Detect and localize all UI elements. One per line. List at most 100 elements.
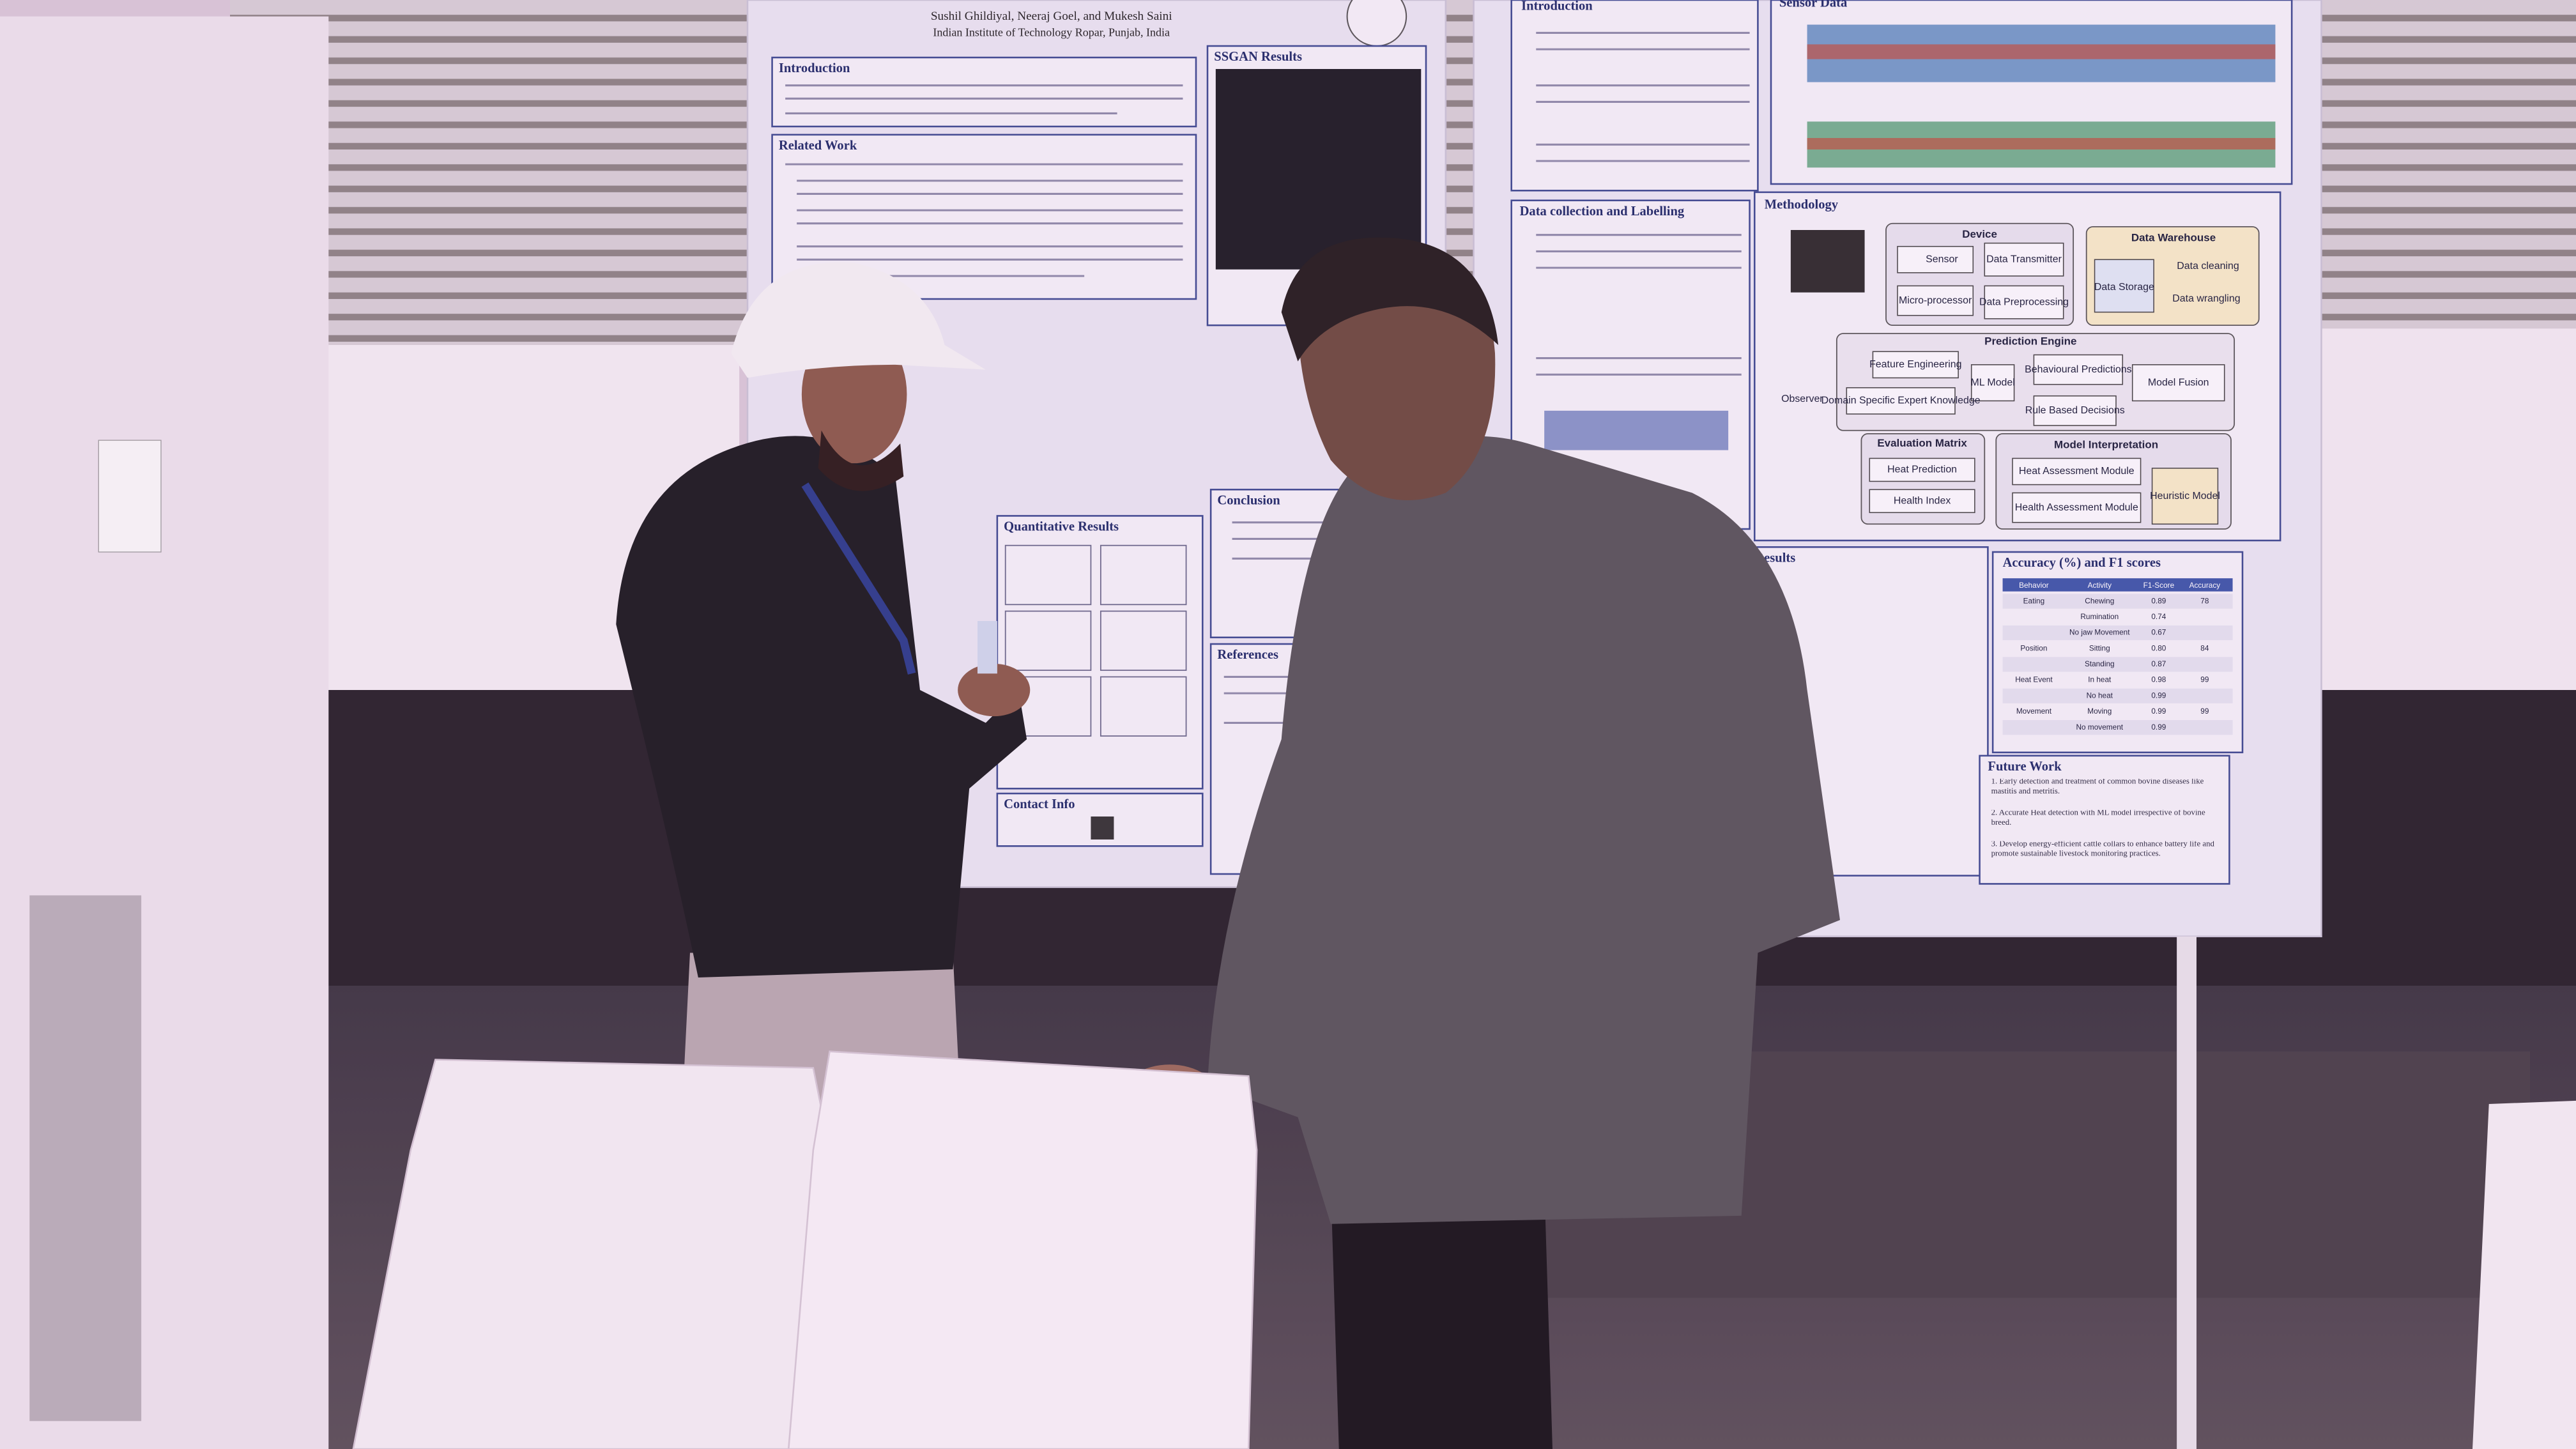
table-header-cell: Accuracy xyxy=(2189,581,2221,590)
section-box xyxy=(771,56,1197,128)
table-cell: 0.89 xyxy=(2151,596,2166,605)
waveform xyxy=(1807,138,2276,150)
table-row-band xyxy=(2002,657,2233,672)
diagram-label: Model Fusion xyxy=(2148,377,2209,388)
section-heading: Introduction xyxy=(779,61,850,75)
table-cell: Movement xyxy=(2016,707,2052,716)
diagram-label: Data Warehouse xyxy=(2131,231,2216,243)
diagram-label: Sensor xyxy=(1926,254,1958,264)
cap xyxy=(731,262,986,378)
diagram-label: Data wrangling xyxy=(2172,293,2240,304)
table-cell: Moving xyxy=(2087,707,2112,716)
table-cell: No jaw Movement xyxy=(2069,628,2130,637)
table-cell: 84 xyxy=(2200,643,2209,652)
diagram-label: Heat Assessment Module xyxy=(2019,466,2135,477)
table-row-band xyxy=(2002,688,2233,703)
table-cell: 0.98 xyxy=(2151,675,2166,684)
table-cell: 99 xyxy=(2200,675,2209,684)
diagram-label: Health Assessment Module xyxy=(2015,502,2138,513)
ac-vent xyxy=(29,895,142,1422)
table-header-cell: Behavior xyxy=(2019,581,2049,590)
hair xyxy=(1281,237,1499,362)
table-cell: 0.67 xyxy=(2151,628,2166,637)
chair xyxy=(2472,1100,2576,1449)
section-heading: SSGAN Results xyxy=(1214,50,1302,64)
shirt xyxy=(616,436,1027,977)
section-heading: Conclusion xyxy=(1217,493,1280,507)
table-row-band xyxy=(2002,625,2233,641)
diagram-label: Data cleaning xyxy=(2177,261,2239,272)
future-work-list: 1. Early detection and treatment of comm… xyxy=(1991,778,2214,859)
section-heading: Accuracy (%) and F1 scores xyxy=(2003,556,2161,570)
diagram-label: Data Transmitter xyxy=(1986,254,2062,264)
ac-label xyxy=(98,440,162,553)
table-cell: 0.87 xyxy=(2151,659,2166,668)
person-right xyxy=(1120,237,1840,1449)
table-cell: 99 xyxy=(2200,707,2209,716)
chair xyxy=(787,1050,1258,1449)
table-cell: 0.99 xyxy=(2151,691,2166,700)
table-cell: 0.99 xyxy=(2151,723,2166,732)
section-heading: Contact Info xyxy=(1004,797,1075,811)
list-item-box: 3. Develop energy-efficient cattle colla… xyxy=(1991,841,2214,859)
diagram-label: Heat Prediction xyxy=(1887,464,1957,475)
table-row-band xyxy=(2002,720,2233,735)
table-header-row xyxy=(2002,578,2233,592)
beard xyxy=(818,430,904,491)
table-cell: Sitting xyxy=(2089,643,2110,652)
table-row-band xyxy=(2002,594,2233,609)
result-image-grid xyxy=(1215,69,1422,270)
section-heading: Data collection and Labelling xyxy=(1520,204,1685,218)
section-heading: Sensor Data xyxy=(1779,0,1847,10)
diagram-label: Micro-processor xyxy=(1899,295,1972,306)
jacket xyxy=(1208,436,1840,1224)
diagram-boxes xyxy=(1846,242,2225,525)
diagram-label: Health Index xyxy=(1894,495,1951,506)
diagram-label: Evaluation Matrix xyxy=(1877,437,1967,449)
water-bottle xyxy=(977,621,997,674)
stand-leg xyxy=(2177,936,2196,1449)
future-work-item: 1. Early detection and treatment of comm… xyxy=(1991,778,2204,797)
section-heading: Future Work xyxy=(1988,760,2062,774)
section-box xyxy=(996,515,1204,790)
table-cell: Position xyxy=(2020,643,2047,652)
future-work-item: 2. Accurate Heat detection with ML model… xyxy=(1991,809,2205,828)
section-heading: Quantitative Results xyxy=(1004,520,1119,534)
section-heading: Methodology xyxy=(1765,198,1839,212)
diagram-label: Data Preprocessing xyxy=(1979,296,2069,307)
hand xyxy=(958,663,1031,717)
table-cell: No movement xyxy=(2076,723,2124,732)
table-cell: Chewing xyxy=(2085,596,2114,605)
diagram-label: Model Interpretation xyxy=(2054,438,2158,450)
chair xyxy=(352,1059,831,1449)
table-cell: Rumination xyxy=(2080,612,2119,621)
diagram-label: Feature Engineering xyxy=(1869,359,1961,370)
qr-code xyxy=(1091,816,1114,839)
table-cell: Standing xyxy=(2085,659,2115,668)
diagram-label: Device xyxy=(1962,228,1997,240)
table-header-cell: Activity xyxy=(2088,581,2112,590)
table-cell: In heat xyxy=(2088,675,2112,684)
table-cell: Eating xyxy=(2023,596,2045,605)
diagram-label: Domain Specific Expert Knowledge xyxy=(1821,395,1981,406)
table-cell: Heat Event xyxy=(2015,675,2053,684)
diagram-label: Behavioural Predictions xyxy=(2025,364,2131,375)
section-box xyxy=(1510,0,1759,192)
section-heading: References xyxy=(1217,648,1278,662)
waveform xyxy=(1807,44,2276,59)
diagram-label: Prediction Engine xyxy=(1984,335,2076,347)
lanyard xyxy=(801,482,916,675)
future-work-item: 3. Develop energy-efficient cattle colla… xyxy=(1991,841,2214,859)
poster-authors: Sushil Ghildiyal, Neeraj Goel, and Mukes… xyxy=(931,10,1172,23)
section-heading: Related Work xyxy=(779,139,857,153)
diagram-label: Data Storage xyxy=(2094,282,2154,293)
cow-photo xyxy=(1790,230,1865,293)
diagram-label: Heuristic Model xyxy=(2150,491,2220,502)
table-cell: 0.80 xyxy=(2151,643,2166,652)
list-item-box: 1. Early detection and treatment of comm… xyxy=(1991,778,2204,797)
timeline-figure xyxy=(1544,410,1729,450)
